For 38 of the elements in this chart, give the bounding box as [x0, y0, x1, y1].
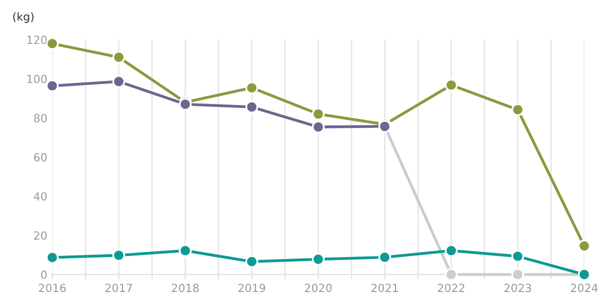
x-tick-label: 2017 [105, 284, 132, 292]
y-tick-label: 80 [34, 114, 47, 122]
point [378, 250, 392, 264]
point [511, 250, 524, 263]
x-tick-label: 2019 [238, 284, 266, 292]
y-tick-label: 20 [34, 231, 47, 240]
point [46, 79, 59, 92]
point [578, 240, 591, 252]
y-tick-label: 60 [34, 153, 47, 162]
y-tick-label: 120 [27, 36, 47, 44]
point [511, 268, 524, 281]
point [112, 50, 126, 64]
point [112, 248, 126, 262]
point [178, 244, 192, 258]
x-tick-label: 2020 [304, 284, 332, 292]
point [444, 268, 458, 281]
point [245, 81, 258, 94]
x-tick-label: 2016 [38, 284, 66, 292]
y-tick-label: 0 [41, 270, 47, 279]
point [245, 255, 258, 268]
x-tick-label: 2021 [371, 284, 398, 292]
point [511, 103, 524, 116]
y-axis-title: (kg) [13, 12, 34, 23]
point [46, 37, 59, 50]
x-tick-label: 2023 [504, 284, 531, 292]
y-tick-label: 40 [34, 192, 47, 201]
point [245, 100, 258, 114]
point [312, 252, 325, 266]
x-tick-label: 2018 [172, 284, 199, 292]
point [46, 251, 59, 264]
point [112, 75, 126, 88]
point [312, 108, 325, 120]
point [444, 244, 458, 258]
x-tick-label: 2024 [570, 284, 598, 292]
y-tick-label: 100 [27, 74, 47, 84]
x-tick-label: 2022 [438, 284, 464, 292]
point [444, 78, 458, 92]
point [312, 120, 325, 134]
